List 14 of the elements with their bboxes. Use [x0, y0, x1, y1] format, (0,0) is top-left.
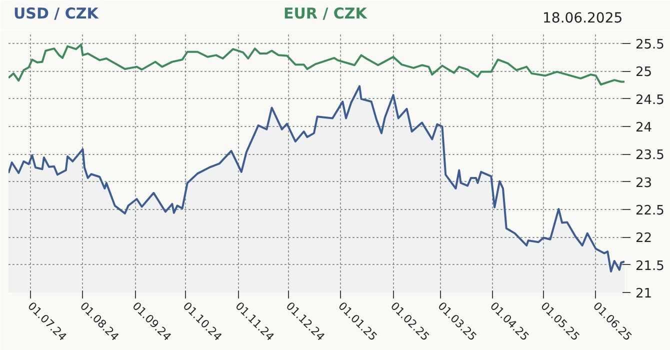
- line-series: [8, 44, 624, 86]
- y-tick-label: 21.5: [636, 258, 664, 274]
- y-tick-label: 21: [636, 286, 652, 302]
- y-tick-label: 25: [636, 65, 652, 80]
- text: 18.06.2025: [542, 10, 623, 26]
- y-tick-label: 23: [636, 176, 652, 191]
- text: EUR / CZK: [284, 4, 368, 22]
- y-tick-label: 23.5: [636, 148, 664, 164]
- y-tick-label: 22: [636, 231, 652, 246]
- y-tick-label: 24.5: [636, 92, 664, 108]
- text: USD / CZK: [14, 4, 100, 22]
- y-tick-label: 24: [636, 120, 652, 136]
- y-tick-label: 22.5: [636, 204, 664, 219]
- y-tick-label: 25.5: [636, 38, 664, 53]
